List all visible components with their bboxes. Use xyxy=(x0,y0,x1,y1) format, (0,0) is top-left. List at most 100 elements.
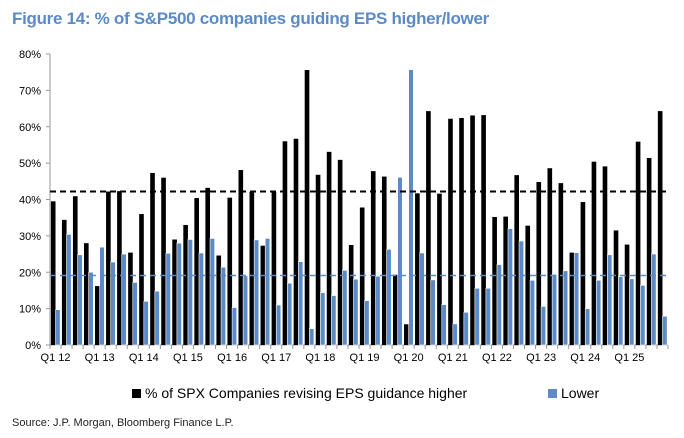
bar-lower xyxy=(419,252,425,346)
bar-higher xyxy=(503,216,508,345)
legend-swatch-lower xyxy=(548,388,557,398)
bar-higher xyxy=(161,177,166,345)
bar-lower xyxy=(529,279,535,346)
x-tick-label: Q1 20 xyxy=(394,352,424,364)
bar-lower xyxy=(584,308,591,346)
legend-item-higher: % of SPX Companies revising EPS guidance… xyxy=(132,385,467,401)
bar-higher xyxy=(580,202,586,345)
x-tick-label: Q1 16 xyxy=(217,352,247,364)
bar-lower xyxy=(286,282,293,346)
bar-higher xyxy=(426,111,431,345)
legend-swatch-higher xyxy=(132,388,141,398)
bar-lower xyxy=(595,279,602,346)
bar-lower xyxy=(88,271,94,346)
y-tick-label: 70% xyxy=(19,85,41,97)
bar-higher xyxy=(481,115,486,345)
bar-higher xyxy=(282,141,288,345)
bar-lower xyxy=(562,270,569,346)
bar-higher xyxy=(216,255,222,345)
x-tick-label: Q1 22 xyxy=(482,352,512,364)
bar-higher xyxy=(183,224,188,345)
bar-higher xyxy=(437,193,442,345)
bar-higher xyxy=(139,214,144,345)
bar-lower xyxy=(99,246,105,346)
bar-lower xyxy=(474,287,480,346)
bar-lower xyxy=(220,266,226,346)
bar-higher xyxy=(117,191,122,345)
bar-higher xyxy=(315,174,321,345)
bar-higher xyxy=(392,274,398,345)
bar-lower xyxy=(364,300,370,346)
bar-lower xyxy=(386,249,392,346)
bar-higher xyxy=(514,175,520,345)
x-tick-label: Q1 13 xyxy=(85,352,115,364)
bar-lower xyxy=(231,307,238,346)
bar-lower xyxy=(551,274,558,346)
bar-lower xyxy=(397,177,403,346)
bar-lower xyxy=(66,234,72,346)
x-tick-label: Q1 15 xyxy=(173,352,203,364)
bar-higher xyxy=(260,245,266,345)
bar-higher xyxy=(50,201,56,345)
bar-higher xyxy=(83,243,89,345)
bar-higher xyxy=(238,170,244,345)
x-tick-label: Q1 18 xyxy=(305,352,335,364)
bar-lower xyxy=(143,301,149,346)
legend-label-lower: Lower xyxy=(561,385,600,401)
bar-lower xyxy=(132,282,138,346)
x-tick-label: Q1 25 xyxy=(614,352,644,364)
y-tick-label: 20% xyxy=(19,267,41,279)
x-tick-label: Q1 19 xyxy=(350,352,380,364)
bar-higher xyxy=(657,111,663,345)
y-tick-label: 50% xyxy=(19,158,41,170)
bar-lower xyxy=(309,328,315,346)
bar-lower xyxy=(496,264,502,346)
bar-lower xyxy=(485,287,491,346)
bar-lower xyxy=(187,239,193,346)
legend-label-higher: % of SPX Companies revising EPS guidance… xyxy=(145,385,468,401)
x-tick-label: Q1 14 xyxy=(129,352,159,364)
bar-higher xyxy=(106,191,111,345)
bar-higher xyxy=(635,141,641,345)
bar-lower xyxy=(640,285,646,346)
bar-higher xyxy=(569,252,575,345)
bar-higher xyxy=(547,168,553,345)
bar-higher xyxy=(646,158,652,345)
bar-lower xyxy=(662,315,668,346)
bar-lower xyxy=(77,254,83,346)
bar-lower xyxy=(408,69,414,346)
bar-higher xyxy=(337,159,343,345)
bar-higher xyxy=(150,172,155,345)
bar-higher xyxy=(536,182,542,345)
bar-lower xyxy=(375,275,381,346)
bar-higher xyxy=(128,252,133,345)
bar-lower xyxy=(198,252,204,346)
bar-higher xyxy=(249,191,255,345)
bar-higher xyxy=(205,187,211,345)
bar-lower xyxy=(275,304,282,346)
bar-lower xyxy=(353,278,359,346)
bar-lower xyxy=(507,228,513,346)
bar-higher xyxy=(602,166,608,345)
bar-lower xyxy=(209,238,215,346)
bar-higher xyxy=(415,193,420,345)
bar-lower xyxy=(606,254,613,346)
y-tick-label: 60% xyxy=(19,122,41,134)
bar-higher xyxy=(227,197,233,345)
bar-higher xyxy=(591,161,597,345)
bar-higher xyxy=(470,115,475,345)
y-tick-label: 40% xyxy=(19,195,41,207)
x-tick-label: Q1 23 xyxy=(526,352,556,364)
bar-higher xyxy=(326,151,332,345)
bar-lower xyxy=(176,242,182,346)
bar-higher xyxy=(61,219,67,345)
bar-higher xyxy=(492,216,497,345)
bar-higher xyxy=(558,183,564,345)
bar-higher xyxy=(194,198,199,345)
y-tick-label: 30% xyxy=(19,231,41,243)
bar-lower xyxy=(121,253,127,346)
bar-higher xyxy=(459,118,464,346)
x-tick-label: Q1 21 xyxy=(438,352,468,364)
x-tick-label: Q1 24 xyxy=(570,352,600,364)
bar-higher xyxy=(525,225,531,345)
